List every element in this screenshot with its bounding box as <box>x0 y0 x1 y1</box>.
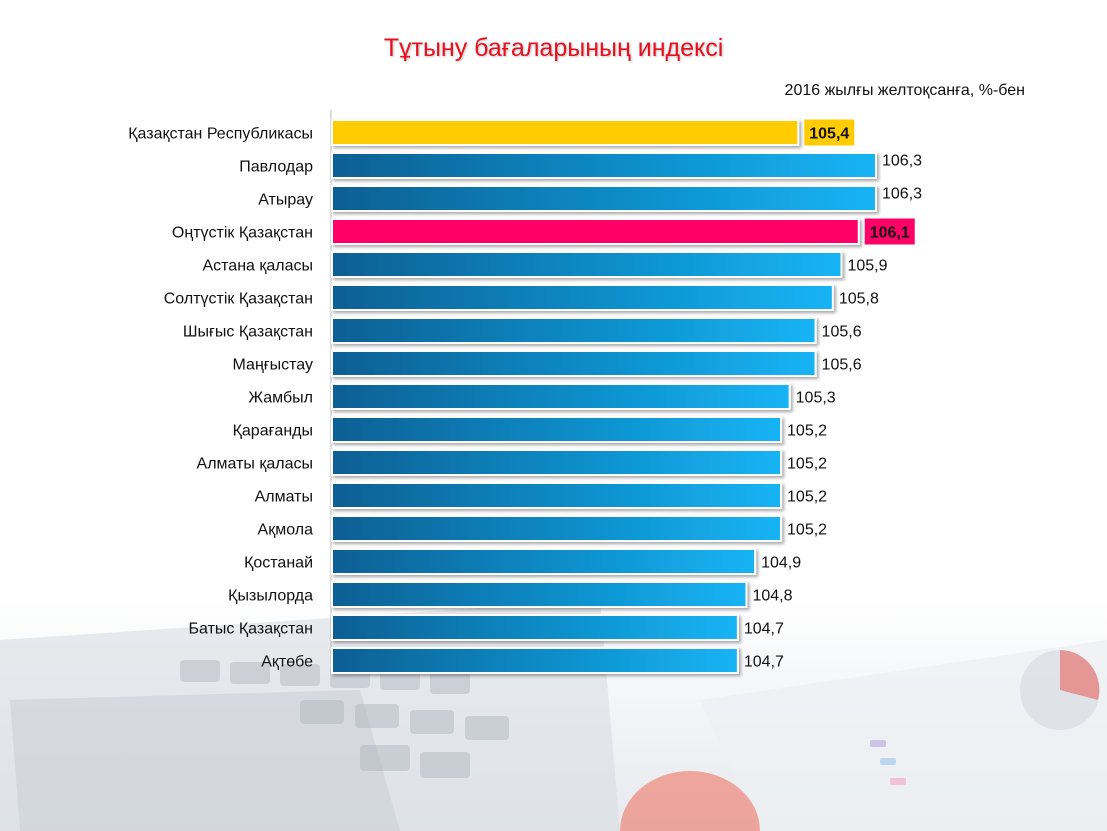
bar <box>331 152 877 179</box>
data-label: 104,7 <box>744 654 784 671</box>
bar <box>331 383 791 410</box>
data-label: 105,6 <box>822 324 862 341</box>
data-label: 105,2 <box>787 456 827 473</box>
data-label: 106,3 <box>882 153 922 170</box>
bar <box>331 317 817 344</box>
data-label: 105,2 <box>787 423 827 440</box>
data-label: 105,2 <box>787 522 827 539</box>
bar <box>331 482 783 509</box>
data-label: 105,9 <box>847 258 887 275</box>
data-label: 105,8 <box>839 291 879 308</box>
category-label: Қостанай <box>244 555 313 572</box>
data-label: 104,9 <box>761 555 801 572</box>
category-label: Атырау <box>258 192 313 209</box>
category-label: Павлодар <box>239 159 313 176</box>
category-label: Маңғыстау <box>233 357 313 374</box>
data-label: 106,3 <box>882 186 922 203</box>
data-label-box <box>804 119 855 146</box>
chart-title: Тұтыну бағаларының индексі <box>383 34 724 62</box>
category-label: Солтүстік Қазақстан <box>164 291 313 308</box>
bar <box>331 185 877 212</box>
category-label: Алматы қаласы <box>197 456 313 473</box>
bar <box>331 614 739 641</box>
bar <box>331 515 783 542</box>
chart-subtitle: 2016 жылғы желтоқсанға, %-бен <box>784 82 1025 99</box>
category-label: Астана қаласы <box>202 258 313 275</box>
category-label: Қазақстан Республикасы <box>128 126 313 143</box>
category-label: Шығыс Қазақстан <box>183 324 313 341</box>
category-label: Ақмола <box>258 522 314 539</box>
category-label: Оңтүстік Қазақстан <box>172 225 313 242</box>
data-label: 105,3 <box>796 390 836 407</box>
data-label: 105,4 <box>809 126 849 143</box>
bar <box>331 284 834 311</box>
category-label: Алматы <box>255 489 313 506</box>
bar <box>331 416 783 443</box>
data-label: 104,8 <box>752 588 792 605</box>
bar <box>331 251 843 278</box>
bar <box>331 449 783 476</box>
data-label: 105,6 <box>822 357 862 374</box>
bar <box>331 647 739 674</box>
category-label: Жамбыл <box>248 390 313 407</box>
data-label: 104,7 <box>744 621 784 638</box>
data-label: 105,2 <box>787 489 827 506</box>
bar <box>331 548 757 575</box>
category-label: Қарағанды <box>233 423 313 440</box>
data-label: 106,1 <box>870 225 910 242</box>
category-label: Ақтөбе <box>261 654 313 671</box>
bar <box>331 581 748 608</box>
bar <box>331 119 800 146</box>
category-label: Батыс Қазақстан <box>189 621 313 638</box>
category-label: Қызылорда <box>228 588 313 605</box>
bar <box>331 218 860 245</box>
bar <box>331 350 817 377</box>
data-label-box <box>864 218 915 245</box>
